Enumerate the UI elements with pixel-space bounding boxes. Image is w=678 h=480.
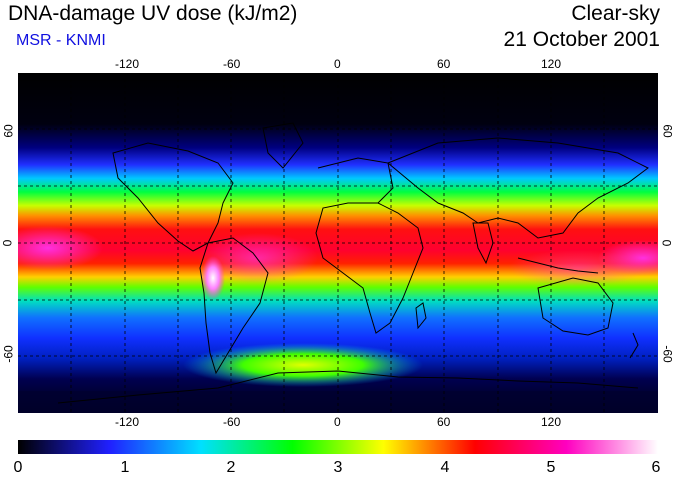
colorbar-tick: 2 (226, 459, 236, 476)
lat-tick-right: 0 (659, 239, 674, 247)
lon-tick-bottom: 120 (541, 415, 562, 429)
map-title: DNA-damage UV dose (kJ/m2) (8, 2, 298, 25)
lon-tick-bottom: 0 (334, 415, 341, 429)
color-scale-bar (18, 440, 658, 454)
lon-tick-bottom: -120 (115, 415, 140, 429)
colorbar-tick: 3 (333, 459, 343, 476)
lon-tick-top: 60 (437, 57, 451, 71)
map-date: 21 October 2001 (503, 28, 660, 51)
lat-tick-right: -60 (660, 345, 675, 363)
colorbar-tick: 6 (651, 459, 661, 476)
map-source: MSR - KNMI (16, 32, 106, 49)
sky-condition: Clear-sky (571, 2, 660, 25)
lon-tick-top: -120 (115, 57, 140, 71)
lon-tick-bottom: -60 (223, 415, 241, 429)
lon-tick-bottom: 60 (437, 415, 451, 429)
colorbar-tick: 0 (13, 459, 23, 476)
lon-tick-top: 0 (334, 57, 341, 71)
lon-tick-top: -60 (223, 57, 241, 71)
colorbar-tick: 5 (546, 459, 556, 476)
colorbar-tick: 4 (440, 459, 450, 476)
lat-tick-left: -60 (1, 345, 16, 363)
uv-dose-map (18, 73, 658, 413)
lon-tick-top: 120 (541, 57, 562, 71)
lat-tick-left: 0 (0, 239, 15, 247)
uv-dose-map-graphic (18, 73, 658, 413)
lat-tick-left: 60 (1, 124, 16, 138)
lat-tick-right: 60 (660, 124, 675, 138)
colorbar-tick: 1 (120, 459, 130, 476)
